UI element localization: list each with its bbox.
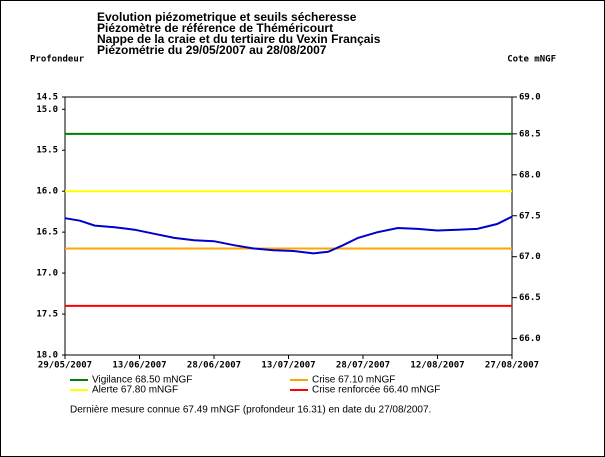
- y2-tick-label: 67.0: [519, 252, 541, 262]
- x-tick-label: 28/06/2007: [187, 361, 241, 371]
- chart-title: Evolution piézometrique et seuils sécher…: [97, 10, 357, 24]
- y-tick-label: 16.5: [36, 228, 58, 238]
- chart-title: Piézométrie du 29/05/2007 au 28/08/2007: [97, 43, 327, 57]
- legend-label: Alerte 67.80 mNGF: [92, 385, 178, 396]
- x-tick-label: 13/06/2007: [112, 361, 166, 371]
- y-tick-label: 17.5: [36, 310, 58, 320]
- y-tick-label: 16.0: [36, 187, 58, 197]
- series-line: [64, 215, 513, 255]
- x-tick-label: 27/08/2007: [485, 361, 539, 371]
- y-tick-label: 17.0: [36, 269, 58, 279]
- y2-tick-label: 69.0: [519, 93, 541, 103]
- x-tick-label: 13/07/2007: [261, 361, 315, 371]
- x-tick-label: 28/07/2007: [336, 361, 390, 371]
- legend-label: Crise renforcée 66.40 mNGF: [312, 385, 440, 396]
- y2-tick-label: 66.5: [519, 293, 541, 303]
- x-tick-label: 29/05/2007: [38, 361, 92, 371]
- y-axis-label: Profondeur: [30, 55, 85, 65]
- y-tick-label: 15.0: [36, 105, 58, 115]
- y-tick-label: 18.0: [36, 351, 58, 361]
- legend-label: Vigilance 68.50 mNGF: [92, 375, 192, 386]
- y-tick-label: 15.5: [36, 146, 58, 156]
- y-tick-label: 14.5: [36, 93, 58, 103]
- chart-title: Piézomètre de référence de Théméricourt: [97, 21, 333, 35]
- footer: Dernière mesure connue 67.49 mNGF (profo…: [70, 405, 431, 416]
- y2-tick-label: 66.0: [519, 334, 541, 344]
- y2-tick-label: 67.5: [519, 211, 541, 221]
- chart-title: Nappe de la craie et du tertiaire du Vex…: [97, 32, 381, 46]
- y2-tick-label: 68.0: [519, 170, 541, 180]
- x-tick-label: 12/08/2007: [410, 361, 464, 371]
- y2-tick-label: 68.5: [519, 129, 541, 139]
- y2-axis-label: Cote mNGF: [507, 55, 556, 65]
- legend-label: Crise 67.10 mNGF: [312, 375, 395, 386]
